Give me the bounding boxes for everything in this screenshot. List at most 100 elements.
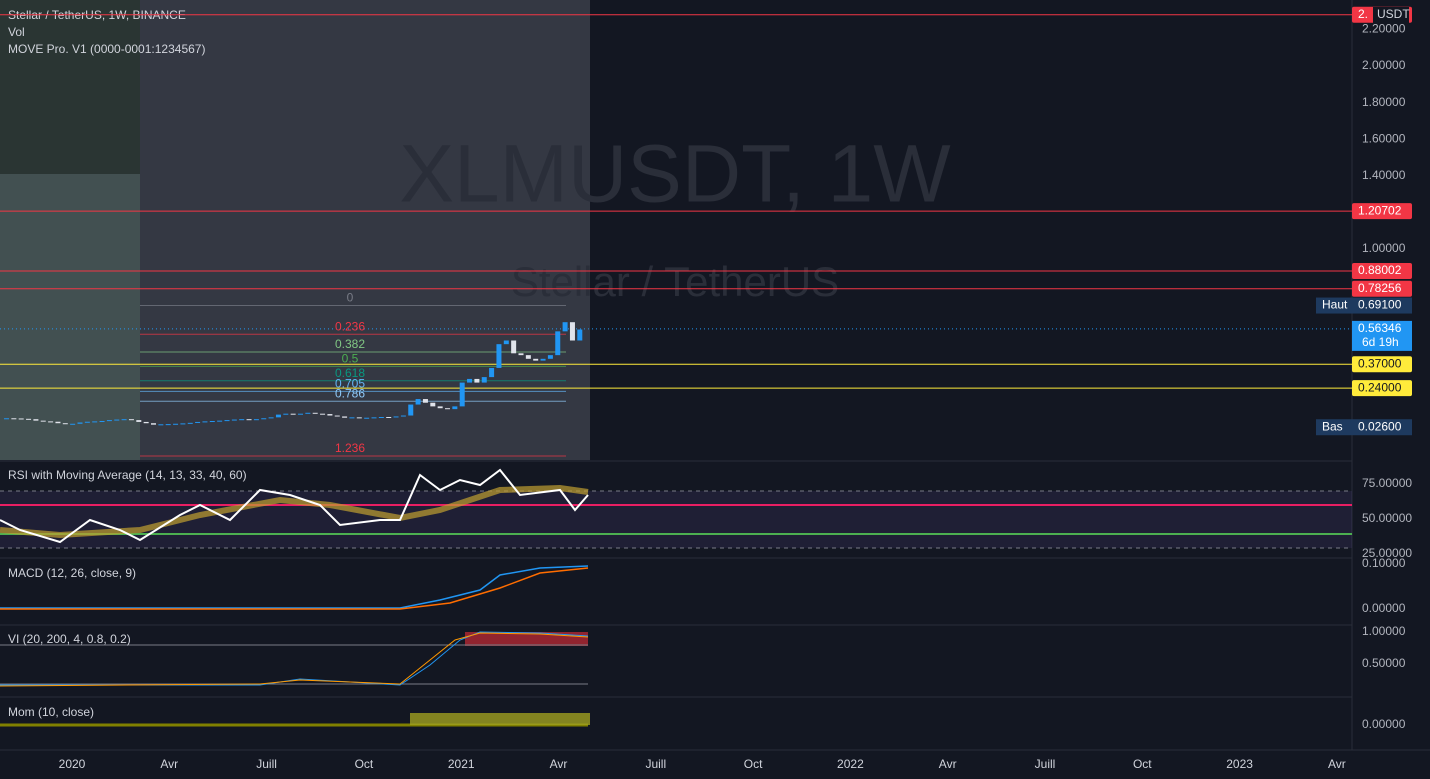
candle <box>158 424 164 426</box>
candle <box>106 420 112 422</box>
time-label: 2023 <box>1226 757 1253 771</box>
candle <box>151 423 156 425</box>
marker-value: 0.69100 <box>1358 298 1402 312</box>
level-badge <box>1352 262 1412 279</box>
candle <box>202 421 208 423</box>
indicator-tick-label: 0.10000 <box>1362 556 1406 570</box>
last-price-badge <box>1352 320 1412 351</box>
candle <box>327 414 333 416</box>
fib-label: 0 <box>347 291 354 305</box>
candle <box>239 419 245 421</box>
candle <box>261 418 267 420</box>
time-label: Juill <box>645 757 666 771</box>
candle <box>364 417 370 419</box>
candle <box>40 420 46 422</box>
price-tick-label: 2.00000 <box>1362 58 1406 72</box>
price-tick-label: 1.60000 <box>1362 131 1406 145</box>
marker-value: 0.02600 <box>1358 419 1402 433</box>
candle <box>283 413 289 415</box>
time-label: 2021 <box>448 757 475 771</box>
candle <box>298 413 303 415</box>
candle <box>99 421 105 423</box>
candle <box>312 412 318 414</box>
indicator-tick-label: 1.00000 <box>1362 624 1406 638</box>
time-label: Juill <box>1035 757 1056 771</box>
candle <box>48 421 54 423</box>
level-badge <box>1352 280 1412 297</box>
time-label: Oct <box>1133 757 1152 771</box>
candle <box>496 344 502 368</box>
candle <box>349 417 355 419</box>
countdown: 6d 19h <box>1362 335 1399 349</box>
candle <box>209 421 215 423</box>
candle <box>195 421 201 423</box>
fib-label: 0.5 <box>342 352 359 366</box>
marker-badge <box>1316 419 1412 436</box>
candle <box>320 413 326 415</box>
candle <box>26 418 32 420</box>
watermark-name: Stellar / TetherUS <box>511 258 839 305</box>
fib-label: 0.705 <box>335 377 365 391</box>
candle <box>55 421 61 424</box>
candle <box>400 415 406 417</box>
marker-name: Bas <box>1322 419 1343 433</box>
candle <box>143 421 149 424</box>
candle <box>452 406 458 410</box>
candle <box>231 419 237 421</box>
time-label: Oct <box>355 757 374 771</box>
level-badge <box>1352 356 1412 373</box>
candle <box>70 423 76 425</box>
time-label: Juill <box>256 757 277 771</box>
indicator-title: RSI with Moving Average (14, 13, 33, 40,… <box>8 468 247 482</box>
candle <box>422 399 428 403</box>
price-tick-label: 1.00000 <box>1362 241 1406 255</box>
time-label: Avr <box>160 757 178 771</box>
time-label: Oct <box>744 757 763 771</box>
candle <box>577 329 583 341</box>
candle <box>33 419 39 421</box>
watermark-ticker: XLMUSDT, 1W <box>399 129 951 220</box>
candle <box>187 422 193 424</box>
time-label: Avr <box>939 757 957 771</box>
candle <box>246 419 252 421</box>
candle <box>128 419 134 421</box>
candle <box>503 340 509 345</box>
candle <box>165 424 171 426</box>
candle <box>114 419 120 421</box>
candle <box>371 417 377 419</box>
candle <box>224 420 230 422</box>
marker-badge <box>1316 297 1412 314</box>
time-label: Avr <box>1328 757 1346 771</box>
candle <box>547 355 553 359</box>
level-badge <box>1352 203 1412 220</box>
price-tick-label: 1.80000 <box>1362 95 1406 109</box>
fib-label: 0.618 <box>335 366 365 380</box>
currency: USDT <box>1377 7 1410 21</box>
candle <box>474 378 480 383</box>
level-label: 0.24000 <box>1358 380 1402 394</box>
indicator-title: MACD (12, 26, close, 9) <box>8 566 136 580</box>
legend-volume: Vol <box>8 25 25 39</box>
candle <box>275 414 281 418</box>
candle <box>217 420 223 422</box>
candle <box>540 358 546 361</box>
indicator-tick-label: 50.00000 <box>1362 511 1412 525</box>
time-label: Avr <box>550 757 568 771</box>
level-label: 1.20702 <box>1358 203 1402 217</box>
level-label: 0.88002 <box>1358 263 1402 277</box>
candle <box>4 418 9 420</box>
last-price: 0.56346 <box>1358 321 1402 335</box>
candle <box>290 413 296 415</box>
candle <box>92 421 98 423</box>
candle <box>437 406 443 409</box>
candle <box>334 415 340 417</box>
candle <box>173 423 179 425</box>
legend-indicator: MOVE Pro. V1 (0000-0001:1234567) <box>8 42 205 56</box>
indicator-title: VI (20, 200, 4, 0.8, 0.2) <box>8 632 131 646</box>
candle <box>481 377 487 383</box>
candle <box>415 399 421 405</box>
dynamic-layer: 2.20000 2.00000 1.80000 1.60000 1.40000 1.000… <box>0 6 1412 771</box>
candle <box>305 412 311 414</box>
candle <box>62 423 68 425</box>
